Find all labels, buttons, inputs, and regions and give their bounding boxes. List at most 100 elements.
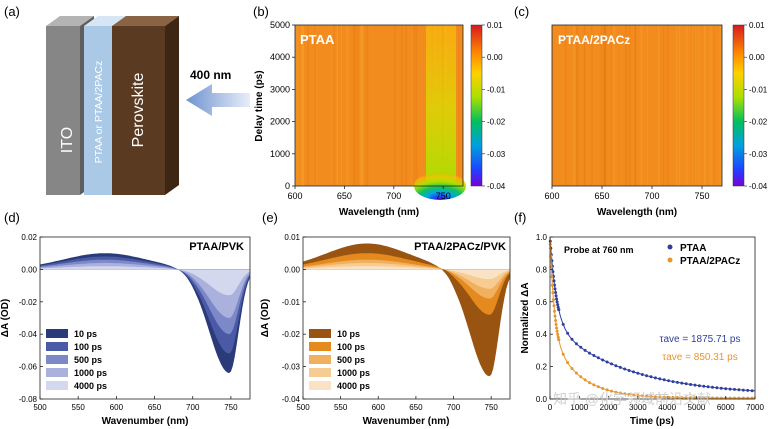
heatmap-stripe (603, 25, 605, 186)
data-point (554, 319, 558, 322)
data-point (588, 381, 591, 385)
y-tick-label: -0.04 (282, 395, 301, 404)
spectra-e-frame (302, 236, 511, 400)
panel-e: (e) 500 550 600 650 700 750 0.01 0.00 -0.01 -0.02… (260, 210, 511, 427)
data-point (561, 352, 565, 356)
y-tick-label: -0.03 (282, 363, 301, 372)
spectra-e-ylabel: ΔA (OD) (260, 299, 271, 337)
data-point (596, 356, 600, 360)
heatmap-stripe (360, 25, 362, 186)
heatmap-stripe (686, 25, 688, 186)
perovskite-layer-side (165, 16, 179, 195)
watermark: 知乎 @化学领域前沿文献 (553, 391, 711, 407)
legend-swatch (309, 355, 331, 364)
x-tick-label: 750 (224, 403, 238, 412)
heatmap-stripe (584, 25, 586, 186)
data-point (592, 383, 596, 387)
data-point (636, 393, 640, 397)
heatmap-stripe (634, 25, 637, 186)
data-point (614, 390, 618, 394)
colorbar-tick-label: -0.04 (487, 182, 506, 191)
colorbar-tick-label: -0.02 (487, 118, 506, 127)
heatmap-stripe (694, 25, 697, 186)
data-point (662, 378, 666, 382)
heatmap-stripe (309, 25, 311, 186)
data-point (750, 389, 754, 393)
colorbar-tick-label: 0.00 (487, 53, 503, 62)
heatmap-stripe (703, 25, 706, 186)
heatmap-stripe (360, 25, 363, 186)
data-point (549, 265, 553, 269)
heatmap-stripe (565, 25, 567, 186)
heatmap-stripe (618, 25, 619, 186)
x-tick-label: 750 (485, 403, 499, 412)
x-tick-label: 550 (334, 403, 348, 412)
panel-c: (c) PTAA/2PACz 600 650 700 750 Wavelength (… (514, 4, 768, 218)
data-point (636, 371, 640, 375)
heatmap-stripe (690, 25, 692, 186)
heatmap-stripe (301, 25, 304, 186)
x-tick-label: 0 (548, 403, 553, 412)
heatmap-stripe (641, 25, 643, 186)
colorbar-c (732, 24, 745, 187)
colorbar-b-ticks: 0.01 0.00 -0.01 -0.02 -0.03 -0.04 (482, 21, 506, 191)
data-point (570, 337, 574, 341)
legend-swatch (309, 381, 331, 390)
legend-label: 100 ps (74, 342, 102, 352)
legend-swatch (46, 329, 68, 338)
x-tick-label: 750 (694, 191, 709, 201)
data-point (555, 329, 559, 333)
panel-b: (b) PTAA 600 650 700 750 0 1000 2000 3000 4000 50… (253, 4, 506, 218)
data-point (556, 335, 560, 339)
data-point (737, 388, 741, 392)
heatmap-stripe (576, 25, 579, 186)
data-point (746, 388, 750, 392)
heatmap-b-frame (294, 24, 464, 187)
y-tick-label: 3000 (270, 84, 290, 94)
data-point (555, 326, 559, 330)
legend-swatch (309, 368, 331, 377)
data-point (554, 291, 558, 294)
heatmap-stripe (400, 25, 403, 186)
data-point (645, 394, 649, 398)
data-point (680, 381, 684, 385)
heatmap-stripe (666, 25, 669, 186)
panel-f: (f) PTAA PTAA/2PACz 0 1000 2000 3000 4000 5000 6… (514, 210, 764, 427)
x-tick-label: 750 (436, 191, 451, 201)
heatmap-stripe (361, 25, 363, 186)
decay-f-xlabel: Time (ps) (630, 416, 674, 427)
data-point (553, 314, 557, 318)
heatmap-stripe (354, 25, 356, 186)
y-tick-label: 1.0 (536, 233, 548, 242)
colorbar-tick-label: -0.03 (487, 150, 506, 159)
heatmap-stripe (342, 25, 343, 186)
legend-marker (667, 257, 673, 263)
x-tick-label: 550 (72, 403, 86, 412)
legend-label: 500 ps (74, 355, 102, 365)
heatmap-stripe (613, 25, 616, 186)
heatmap-stripe (640, 25, 642, 186)
heatmap-stripe (647, 25, 649, 186)
data-point (554, 294, 558, 298)
heatmap-stripe (331, 25, 334, 186)
panel-label-c: (c) (514, 4, 529, 19)
data-point (579, 375, 583, 379)
y-tick-label: 1000 (270, 149, 290, 159)
legend-label: 4000 ps (74, 381, 107, 391)
x-tick-label: 1000 (570, 403, 588, 412)
y-tick-label: 0.6 (536, 298, 548, 307)
data-point (684, 382, 688, 386)
y-tick-label: 0.0 (536, 395, 548, 404)
heatmap-stripe (719, 25, 721, 186)
heatmap-c-background (552, 25, 722, 186)
data-point (675, 396, 679, 399)
data-point (640, 394, 644, 398)
decay-f-frame (549, 236, 756, 400)
heatmap-c-frame (551, 24, 723, 187)
data-point (553, 287, 557, 291)
data-point (693, 396, 697, 400)
data-point (610, 362, 613, 366)
spectra-e-xlabel: Wavenumber (nm) (363, 416, 450, 427)
ito-label: ITO (59, 127, 76, 153)
data-point (579, 345, 583, 349)
